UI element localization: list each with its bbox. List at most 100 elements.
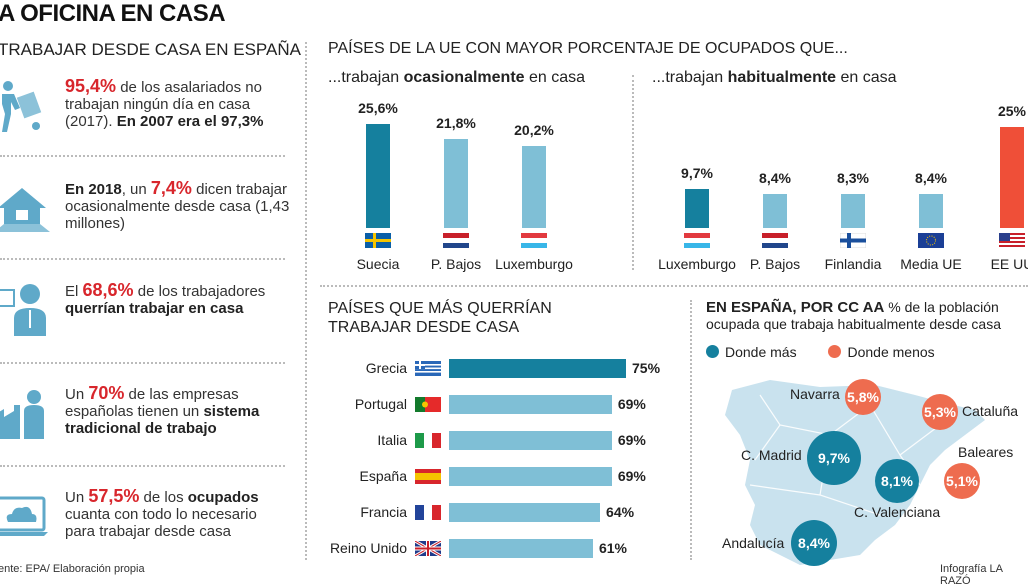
flag-fr-icon xyxy=(415,505,441,520)
house-icon xyxy=(0,180,50,236)
flag-fi-icon xyxy=(840,233,866,248)
fact-text-segment: , un xyxy=(121,181,151,198)
factory-worker-icon xyxy=(0,385,50,441)
fact-text-segment: 68,6% xyxy=(82,280,134,300)
legend-item-more: Donde más xyxy=(706,344,797,360)
region-label: Baleares xyxy=(958,444,1014,460)
fact-text: El 68,6% de los trabajadores querrían tr… xyxy=(65,280,290,317)
fact-text-segment: de los asalariados no trabajan ningún dí… xyxy=(65,79,262,130)
fact-text-segment: 57,5% xyxy=(88,486,140,506)
fact-text-segment: En 2018 xyxy=(65,181,122,198)
flag-lu-icon xyxy=(521,233,547,248)
fact-text-segment: 7,4% xyxy=(150,178,192,198)
category-label: Portugal xyxy=(354,396,407,412)
chart-occasional-title: ...trabajan ocasionalmente en casa xyxy=(328,69,586,86)
fact-item: En 2018, un 7,4% dicen trabajar ocasiona… xyxy=(0,178,290,260)
bar-portugal xyxy=(449,395,612,414)
flag-pt-icon xyxy=(415,397,441,412)
fact-text-segment: dicen trabajar ocasionalmente desde casa… xyxy=(65,181,290,232)
category-label: Suecia xyxy=(356,256,400,272)
region-bubble-andaluca: 8,4% xyxy=(791,520,837,566)
category-label: EE UU xyxy=(990,256,1028,272)
worker-hand-truck-icon xyxy=(0,78,50,134)
flag-gr-icon xyxy=(415,361,441,376)
bar-pbajos xyxy=(763,193,787,228)
category-label: Reino Unido xyxy=(329,540,407,556)
divider xyxy=(320,285,1028,287)
chart-habitual-title: ...trabajan habitualmente en casa xyxy=(652,69,897,86)
bar-value-label: 25,6% xyxy=(358,100,398,117)
divider xyxy=(0,465,285,467)
bar-luxemburgo xyxy=(522,145,546,228)
category-label: Media UE xyxy=(900,256,962,272)
fact-text-segment: sistema tradicional de trabajo xyxy=(65,403,260,437)
bar-grecia xyxy=(449,359,626,378)
bar-value-label: 64% xyxy=(606,504,635,520)
flag-nl-icon xyxy=(443,233,469,248)
bar-value-label: 69% xyxy=(617,396,646,412)
category-label: España xyxy=(359,468,407,484)
fact-item: El 68,6% de los trabajadores querrían tr… xyxy=(0,280,290,362)
person-thinking-home-icon xyxy=(0,282,50,338)
fact-text-segment: de las empresas españolas tienen un xyxy=(65,386,239,420)
category-label: P. Bajos xyxy=(430,256,482,272)
divider xyxy=(305,42,307,560)
region-bubble-cmadrid: 9,7% xyxy=(807,431,861,485)
flag-eu-icon xyxy=(918,233,944,248)
bar-value-label: 8,4% xyxy=(759,169,791,186)
region-label: C. Madrid xyxy=(741,447,802,463)
flag-lu-icon xyxy=(684,233,710,248)
flag-es-icon xyxy=(415,469,441,484)
fact-text-segment: Un xyxy=(65,386,89,403)
bar-finlandia xyxy=(841,194,865,228)
legend-dot-icon xyxy=(828,345,842,358)
fact-text: En 2018, un 7,4% dicen trabajar ocasiona… xyxy=(65,178,290,232)
flag-se-icon xyxy=(365,233,391,248)
map-title: EN ESPAÑA, POR CC AA % de la población o… xyxy=(706,299,1001,332)
fact-item: 95,4% de los asalariados no trabajan nin… xyxy=(0,77,290,158)
bar-francia xyxy=(449,503,601,522)
region-label: Cataluña xyxy=(962,403,1019,419)
region-label: C. Valenciana xyxy=(854,504,941,520)
category-label: Luxemburgo xyxy=(495,256,573,272)
divider xyxy=(0,258,285,260)
fact-text-segment: Un xyxy=(65,489,89,506)
region-bubble-navarra: 5,8% xyxy=(845,379,881,415)
bar-value-label: 8,3% xyxy=(837,170,869,187)
left-section-title: TRABAJAR DESDE CASA EN ESPAÑA xyxy=(0,40,301,59)
fact-text-segment: ocupados xyxy=(187,489,259,506)
laptop-cloud-icon xyxy=(0,488,50,544)
bar-value-label: 8,4% xyxy=(915,169,947,186)
flag-it-icon xyxy=(415,433,441,448)
fact-text-segment: de los trabajadores xyxy=(133,283,266,300)
divider xyxy=(690,300,692,560)
bar-reinounido xyxy=(449,539,593,558)
category-label: Italia xyxy=(377,432,407,448)
legend-dot-icon xyxy=(706,345,719,358)
bar-value-label: 75% xyxy=(632,360,661,376)
bar-espaa xyxy=(449,467,612,486)
fact-text: Un 70% de las empresas españolas tienen … xyxy=(65,383,290,437)
category-label: Finlandia xyxy=(824,256,882,272)
region-label: Andalucía xyxy=(722,535,785,551)
divider xyxy=(632,75,634,270)
fact-text-segment: querrían trabajar en casa xyxy=(65,300,244,317)
legend-item-less: Donde menos xyxy=(828,344,935,360)
bar-value-label: 25% xyxy=(997,102,1027,119)
fact-text-segment: 70% xyxy=(88,383,125,403)
divider xyxy=(0,155,285,157)
fact-text: 95,4% de los asalariados no trabajan nin… xyxy=(65,77,290,130)
bar-luxemburgo xyxy=(685,188,709,228)
fact-text-segment: El xyxy=(65,283,83,300)
category-label: P. Bajos xyxy=(749,256,801,272)
bar-value-label: 61% xyxy=(598,540,627,556)
bar-mediaue xyxy=(919,193,943,228)
bar-value-label: 20,2% xyxy=(514,121,554,138)
bar-value-label: 21,8% xyxy=(436,115,476,132)
category-label: Luxemburgo xyxy=(658,256,736,272)
fact-item: Un 57,5% de los ocupados cuanta con todo… xyxy=(0,486,290,568)
flag-nl-icon xyxy=(762,233,788,248)
source-note: ente: EPA/ Elaboración propia xyxy=(0,563,145,575)
flag-us-icon xyxy=(999,233,1025,248)
fact-text: Un 57,5% de los ocupados cuanta con todo… xyxy=(65,486,290,540)
